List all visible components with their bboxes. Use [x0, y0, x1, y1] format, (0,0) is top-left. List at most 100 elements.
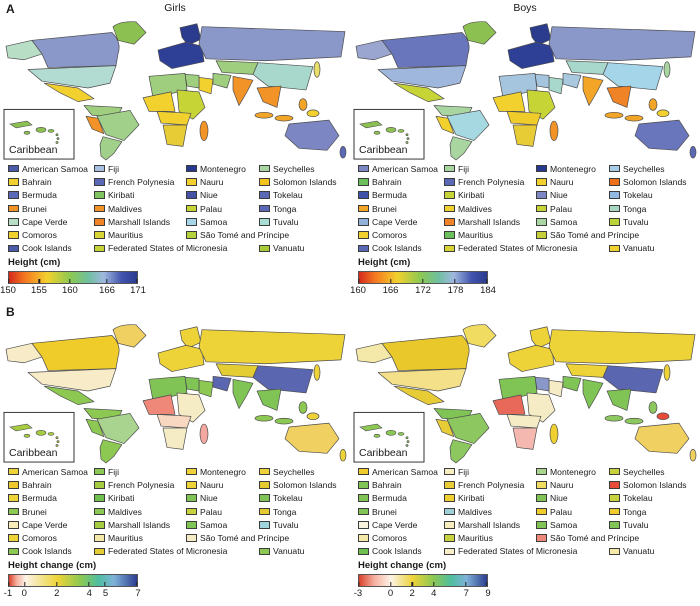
legend-swatch — [609, 218, 620, 226]
scale-tick-mark — [105, 279, 108, 284]
legend-swatch — [8, 164, 19, 173]
scale-tick-label: 172 — [415, 285, 431, 297]
color-scale-bar — [8, 574, 138, 588]
legend-label: Cape Verde — [372, 216, 418, 227]
legend-swatch — [358, 534, 369, 542]
region-japan — [663, 61, 671, 78]
region-iran — [212, 376, 232, 392]
legend-swatch — [444, 507, 455, 516]
legend-swatch — [94, 534, 105, 542]
legend-label: Cook Islands — [372, 546, 422, 557]
region-arabia — [198, 76, 214, 95]
legend-swatch — [94, 521, 105, 529]
legend-item: Tuvalu — [259, 518, 354, 531]
region-australia — [634, 422, 690, 454]
legend-swatch — [444, 231, 455, 239]
quadrant-boys-height: Boys — [350, 0, 700, 303]
region-mexico — [43, 385, 95, 405]
region-egypt — [534, 377, 550, 392]
legend-label: Tonga — [273, 203, 297, 214]
region-usa — [377, 368, 467, 392]
region-cuba — [359, 120, 383, 129]
legend-swatch — [94, 481, 105, 489]
region-argentina — [449, 439, 473, 464]
caribbean-inset: Caribbean — [3, 108, 75, 160]
legend-item: Tonga — [259, 505, 354, 518]
region-puerto-rico — [397, 432, 405, 436]
legend-swatch — [536, 494, 547, 502]
legend-girls-height-change: American Samoa Bahrain Bermuda Brunei Cape V… — [0, 465, 350, 558]
region-jamaica — [373, 130, 381, 135]
legend-label: Bermuda — [372, 493, 407, 504]
scale-tick-label: 9 — [485, 588, 491, 600]
legend-label: Tokelau — [273, 493, 303, 504]
legend-swatch — [94, 191, 105, 199]
legend-label: Nauru — [550, 479, 574, 490]
legend-label: Palau — [550, 203, 572, 214]
legend-swatch — [259, 547, 270, 556]
legend-item: Maldives — [94, 505, 186, 518]
legend-item: Marshall Islands — [94, 215, 186, 228]
legend-item: Kiribati — [94, 189, 186, 202]
scale-tick-label: 184 — [480, 285, 496, 297]
region-southeast-asia — [256, 85, 282, 108]
legend-item: Montenegro — [536, 465, 609, 478]
legend-item: Bermuda — [8, 189, 94, 202]
region-scandinavia — [529, 23, 552, 46]
panel-a-label: A — [6, 2, 15, 16]
scale-tick-mark — [432, 582, 435, 587]
legend-boys-height-change: American Samoa Bahrain Bermuda Brunei Cape V… — [350, 465, 700, 558]
region-hispaniola — [35, 430, 47, 436]
region-southeast-asia — [256, 388, 282, 411]
legend-swatch — [536, 467, 547, 476]
scale-tick-mark — [38, 279, 41, 284]
region-papua-new-guinea — [656, 109, 670, 118]
region-central-africa — [156, 111, 192, 126]
legend-item: Montenegro — [186, 162, 259, 175]
legend-label: French Polynesia — [108, 176, 175, 187]
legend-label: Montenegro — [200, 163, 246, 174]
legend-swatch — [259, 494, 270, 502]
scale-tick-label: 7 — [135, 588, 141, 600]
caribbean-inset-label: Caribbean — [9, 145, 58, 156]
region-canada — [381, 32, 470, 68]
legend-item: Bahrain — [8, 175, 94, 188]
legend-item: Tonga — [259, 202, 354, 215]
legend-item: Maldives — [94, 202, 186, 215]
legend-item: Seychelles — [609, 465, 700, 478]
legend-label: Fiji — [458, 466, 469, 477]
legend-swatch — [536, 218, 547, 226]
scale-tick-label: 160 — [61, 285, 78, 297]
scale-tick-mark — [69, 279, 71, 284]
legend-swatch — [536, 164, 547, 173]
legend-item: Seychelles — [609, 162, 700, 175]
region-east-africa — [526, 392, 556, 423]
legend-item: Tuvalu — [609, 215, 700, 228]
legend-item: Brunei — [8, 505, 94, 518]
legend-item: Federated States of Micronesia — [94, 242, 227, 255]
legend-swatch — [536, 521, 547, 529]
legend-label: Kiribati — [108, 190, 135, 201]
legend-label: Maldives — [108, 203, 142, 214]
legend-label: Federated States of Micronesia — [108, 243, 228, 254]
legend-label: Federated States of Micronesia — [458, 546, 578, 557]
legend-swatch — [609, 521, 620, 529]
legend-item: Comoros — [8, 531, 94, 544]
scale-tick-mark — [390, 582, 392, 587]
legend-label: São Tomé and Príncipe — [200, 533, 290, 544]
legend-label: American Samoa — [372, 466, 438, 477]
legend-label: Bermuda — [22, 190, 57, 201]
region-antilles-2 — [56, 440, 60, 443]
region-greenland — [112, 21, 147, 45]
legend-label: Fiji — [108, 163, 119, 174]
region-west-africa — [492, 91, 526, 112]
caribbean-inset-label: Caribbean — [359, 448, 408, 459]
legend-label: Cook Islands — [22, 546, 72, 557]
legend-item: Samoa — [186, 518, 259, 531]
legend-label: Tonga — [623, 506, 647, 517]
legend-item: Tonga — [609, 505, 700, 518]
legend-swatch — [8, 481, 19, 489]
legend-item: Niue — [186, 189, 259, 202]
quadrant-girls-height-change: Caribbean American Samoa Bahrain Bermuda Br… — [0, 303, 350, 606]
